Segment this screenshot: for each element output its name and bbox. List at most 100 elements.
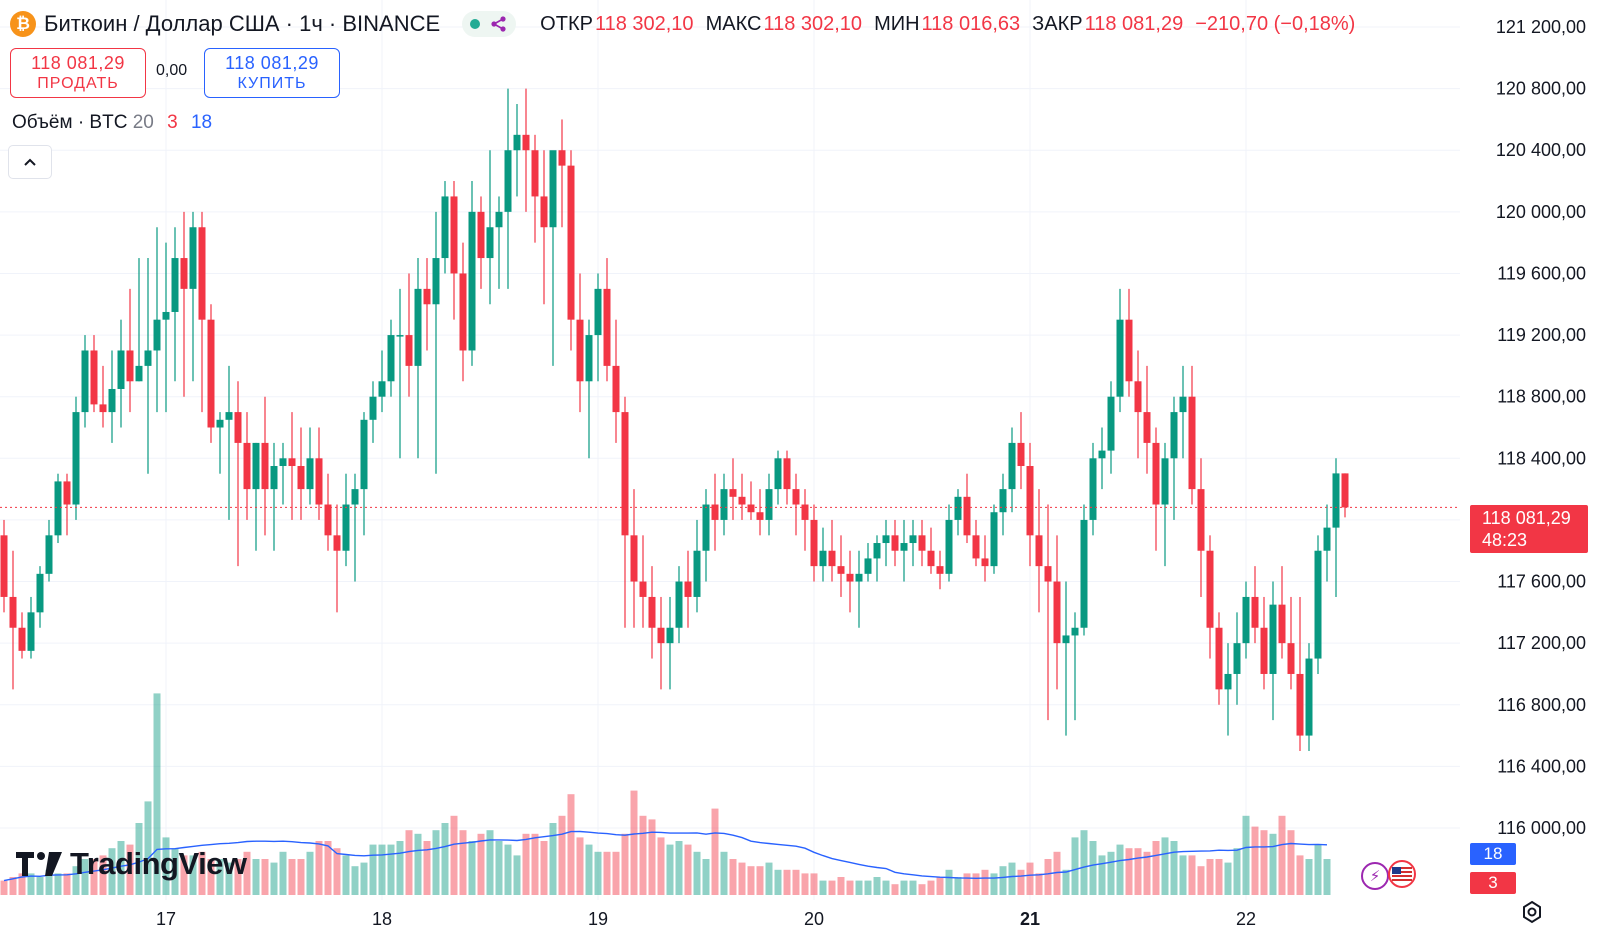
sell-label: ПРОДАТЬ	[37, 75, 119, 92]
candle	[1080, 504, 1088, 636]
candle	[486, 150, 494, 305]
volume-bar	[333, 848, 341, 895]
sell-button[interactable]: 118 081,29 ПРОДАТЬ	[10, 48, 146, 98]
volume-bar	[1179, 855, 1187, 895]
candle	[612, 319, 620, 443]
volume-bar	[954, 877, 962, 895]
candle	[540, 150, 548, 305]
volume-bar	[135, 823, 143, 895]
candle	[315, 427, 323, 520]
volume-bar	[45, 869, 53, 895]
volume-bar	[1206, 859, 1214, 895]
candle	[18, 612, 26, 659]
buy-price: 118 081,29	[225, 53, 319, 73]
buy-button[interactable]: 118 081,29 КУПИТЬ	[204, 48, 340, 98]
volume-bar	[981, 869, 989, 895]
volume-legend[interactable]: Объём · BTC 20 3 18	[12, 112, 212, 134]
candle	[1161, 442, 1169, 567]
volume-bar	[1197, 866, 1205, 895]
volume-up-value: 18	[190, 112, 213, 133]
candle	[954, 489, 962, 536]
volume-ma-line	[3, 830, 1328, 882]
price-tick-label: 116 800,00	[1497, 695, 1586, 715]
volume-bar	[711, 808, 719, 895]
us-flag-event-icon[interactable]	[1388, 860, 1416, 888]
volume-bar	[1224, 862, 1232, 895]
price-tick-label: 120 400,00	[1496, 140, 1586, 160]
candle-countdown: 48:23	[1482, 530, 1528, 550]
candle	[963, 473, 971, 544]
candle	[1314, 535, 1322, 674]
candle	[1224, 643, 1232, 736]
volume-bar	[279, 851, 287, 895]
volume-bar	[1305, 859, 1313, 895]
candle	[1305, 643, 1313, 751]
candle	[666, 596, 674, 690]
volume-bar	[387, 844, 395, 895]
candle	[684, 550, 692, 628]
share-icon	[491, 16, 506, 32]
volume-bars	[0, 693, 1331, 895]
volume-bar	[1323, 859, 1331, 895]
candle	[405, 273, 413, 397]
candle	[369, 381, 377, 443]
volume-bar	[594, 851, 602, 895]
volume-bar	[603, 851, 611, 895]
candle	[1260, 596, 1268, 690]
volume-bar	[1287, 830, 1295, 895]
volume-bar	[117, 841, 125, 895]
candle	[936, 550, 944, 590]
candle	[873, 535, 881, 582]
market-status[interactable]	[462, 11, 517, 37]
volume-bar	[756, 866, 764, 895]
tradingview-logo[interactable]: TradingView	[16, 846, 247, 882]
candle	[513, 104, 521, 197]
chart-header: ₿ Биткоин / Доллар США · 1ч · BINANCE ОТ…	[10, 8, 1367, 40]
candle	[1278, 566, 1286, 659]
candle	[756, 489, 764, 536]
volume-bar	[1071, 837, 1079, 895]
candle	[1287, 596, 1295, 690]
candle	[216, 412, 224, 474]
candle	[1125, 288, 1133, 397]
candle	[819, 527, 827, 582]
candle	[900, 519, 908, 582]
candle	[450, 181, 458, 320]
candle	[225, 365, 233, 520]
symbol-title[interactable]: Биткоин / Доллар США · 1ч · BINANCE	[44, 11, 441, 36]
candle	[621, 396, 629, 628]
collapse-legend-button[interactable]	[8, 145, 52, 179]
candle	[801, 489, 809, 551]
candle	[171, 227, 179, 382]
candle	[396, 288, 404, 459]
current-price-label: 118 081,29	[1482, 508, 1571, 528]
volume-bar	[450, 815, 458, 895]
candle	[72, 396, 80, 520]
candle	[0, 519, 8, 613]
candle	[243, 412, 251, 520]
candle	[135, 258, 143, 382]
candle	[1251, 566, 1259, 644]
candle	[603, 258, 611, 382]
candle	[648, 566, 656, 659]
candle	[747, 481, 755, 520]
candle	[1017, 412, 1025, 490]
lightning-event-icon[interactable]: ⚡	[1361, 862, 1389, 890]
time-tick-label: 18	[372, 909, 392, 929]
candle	[1089, 442, 1097, 536]
spread-value: 0,00	[156, 62, 188, 79]
volume-bar	[1062, 869, 1070, 895]
volume-bar	[9, 877, 17, 895]
candle	[1323, 504, 1331, 582]
settings-gear-icon[interactable]	[1520, 900, 1544, 930]
volume-bar	[972, 873, 980, 895]
volume-bar	[198, 851, 206, 895]
candle	[99, 365, 107, 428]
volume-bar	[999, 866, 1007, 895]
volume-bar	[225, 862, 233, 895]
volume-bar	[1152, 841, 1160, 895]
candle	[189, 211, 197, 382]
candle	[468, 181, 476, 366]
candle	[207, 304, 215, 443]
